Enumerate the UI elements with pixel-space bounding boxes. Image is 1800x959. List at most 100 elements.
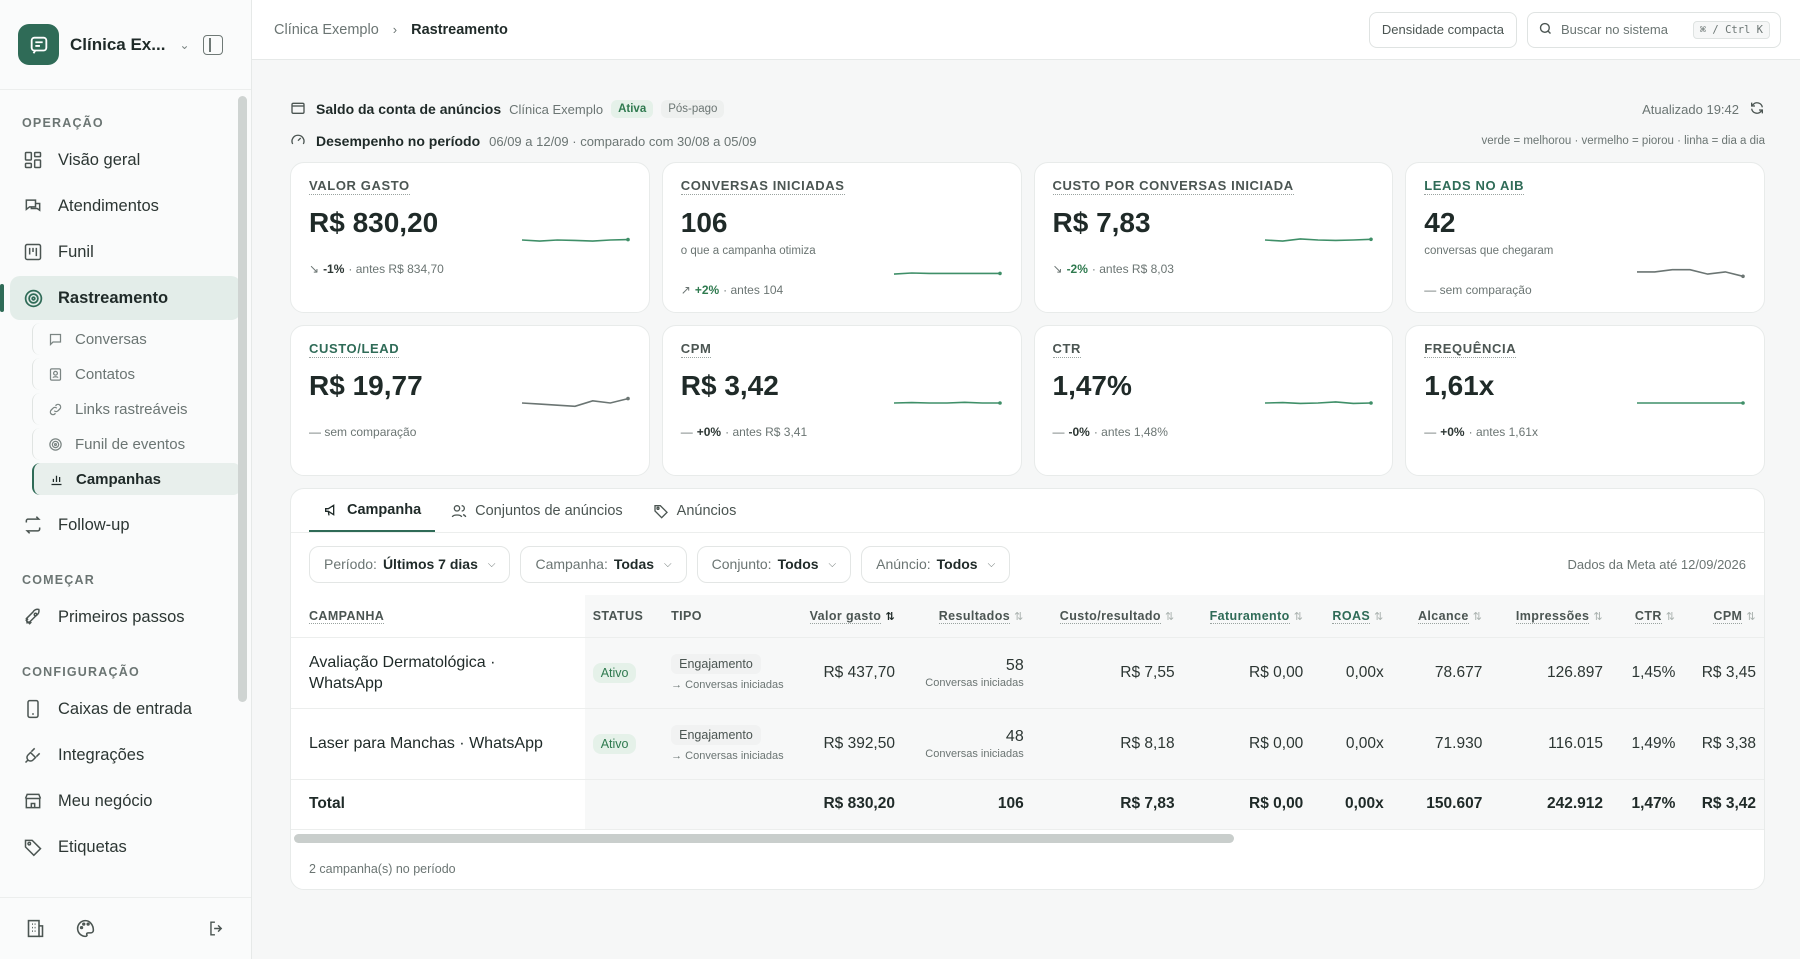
sidebar-item-integracoes[interactable]: Integrações <box>10 733 241 777</box>
col-roas[interactable]: ROAS ⇅ <box>1311 595 1392 638</box>
kpi-prev: sem comparação <box>1439 283 1532 297</box>
sort-icon: ⇅ <box>1472 610 1483 623</box>
sidebar-item-visao-geral[interactable]: Visão geral <box>10 138 241 182</box>
kpi-card-leads-aib[interactable]: LEADS NO AIB 42 conversas que chegaram —… <box>1405 162 1765 313</box>
sparkline-path <box>893 401 1000 404</box>
col-label: CAMPANHA <box>309 608 385 624</box>
kpi-grid: VALOR GASTO R$ 830,20 ↘ -1% · antes R$ 834… <box>290 162 1765 476</box>
chevron-down-icon[interactable]: ⌄ <box>179 37 190 52</box>
sort-icon: ⇅ <box>1164 610 1175 623</box>
col-ctr[interactable]: CTR ⇅ <box>1611 595 1684 638</box>
kpi-value: R$ 3,42 <box>680 370 779 401</box>
logout-icon[interactable] <box>205 918 227 940</box>
col-faturamento[interactable]: Faturamento ⇅ <box>1182 595 1312 638</box>
filter-campanha[interactable]: Campanha: Todas ⌵ <box>520 545 687 583</box>
building-icon[interactable] <box>24 918 46 940</box>
contact-card-icon <box>47 366 63 382</box>
dash-icon: — <box>1052 425 1065 439</box>
sidebar-sub-conversas[interactable]: Conversas <box>32 323 241 355</box>
table-horizontal-scrollbar[interactable] <box>294 834 1234 843</box>
sidebar-sub-funil-eventos[interactable]: Funil de eventos <box>32 428 241 460</box>
refresh-icon[interactable] <box>1749 100 1765 119</box>
sidebar-item-funil[interactable]: Funil <box>10 230 241 274</box>
cell-status: Ativo <box>584 637 664 709</box>
campaign-count: 2 campanha(s) no período <box>309 862 456 876</box>
kpi-card-custo-lead[interactable]: CUSTO/LEAD R$ 19,77 — sem comparação <box>290 325 650 476</box>
kpi-card-valor-gasto[interactable]: VALOR GASTO R$ 830,20 ↘ -1% · antes R$ 834… <box>290 162 650 313</box>
sidebar-item-etiquetas[interactable]: Etiquetas <box>10 825 241 869</box>
density-toggle-button[interactable]: Densidade compacta <box>1368 11 1517 48</box>
breadcrumb-root[interactable]: Clínica Exemplo <box>274 21 379 38</box>
status-badge: Ativo <box>592 733 637 754</box>
col-custo-resultado[interactable]: Custo/resultado ⇅ <box>1031 595 1183 638</box>
col-tipo[interactable]: TIPO <box>663 595 793 638</box>
kanban-icon <box>22 241 44 263</box>
filter-periodo[interactable]: Período: Últimos 7 dias ⌵ <box>309 545 511 583</box>
section-operacao: OPERAÇÃO <box>22 116 104 130</box>
cell-roas: 0,00x <box>1311 637 1392 709</box>
total-tipo <box>663 779 793 830</box>
col-campanha[interactable]: CAMPANHA <box>291 595 585 638</box>
table-row[interactable]: Avaliação Dermatológica · WhatsApp Ativo… <box>291 637 1764 709</box>
trend-down-icon: ↘ <box>1052 262 1063 276</box>
sidebar-sub-links[interactable]: Links rastreáveis <box>32 393 241 425</box>
col-cpm[interactable]: CPM ⇅ <box>1683 595 1764 638</box>
org-name[interactable]: Clínica Ex... <box>70 34 166 54</box>
col-status[interactable]: STATUS <box>584 595 664 638</box>
sidebar-scrollbar[interactable] <box>238 96 247 702</box>
sidebar-sub-campanhas[interactable]: Campanhas <box>32 463 241 495</box>
sidebar-item-rastreamento[interactable]: Rastreamento <box>0 276 241 320</box>
sidebar-item-meu-negocio[interactable]: Meu negócio <box>10 779 241 823</box>
chevron-right-icon: › <box>392 22 398 37</box>
kpi-card-ctr[interactable]: CTR 1,47% — -0% · antes 1,48% <box>1033 325 1394 476</box>
logo-icon[interactable] <box>18 24 59 65</box>
filter-conjunto[interactable]: Conjunto: Todos ⌵ <box>696 545 852 583</box>
table-row[interactable]: Laser para Manchas · WhatsApp Ativo Enga… <box>291 708 1764 780</box>
search-shortcut: ⌘ / Ctrl K <box>1692 20 1770 39</box>
filter-anuncio[interactable]: Anúncio: Todos ⌵ <box>861 545 1011 583</box>
sidebar-item-caixas[interactable]: Caixas de entrada <box>10 687 241 731</box>
search-box[interactable]: Buscar no sistema ⌘ / Ctrl K <box>1527 11 1781 48</box>
sidebar-item-atendimentos[interactable]: Atendimentos <box>10 184 241 228</box>
tag-icon <box>653 503 669 519</box>
sidebar-sub-label: Funil de eventos <box>75 435 186 453</box>
col-label: Alcance <box>1417 608 1469 624</box>
filter-label: Conjunto: <box>711 556 772 572</box>
total-custo-resultado: R$ 7,83 <box>1031 779 1183 830</box>
campaign-name[interactable]: Laser para Manchas · WhatsApp <box>309 735 543 752</box>
kpi-value: R$ 7,83 <box>1052 207 1151 238</box>
cell-roas: 0,00x <box>1311 708 1392 780</box>
sidebar-sub-label: Links rastreáveis <box>75 400 188 418</box>
sort-icon: ⇅ <box>1014 610 1024 623</box>
kpi-card-conversas-iniciadas[interactable]: CONVERSAS INICIADAS 106 o que a campanha… <box>661 162 1022 313</box>
kpi-card-frequencia[interactable]: FREQUÊNCIA 1,61x — +0% · antes 1,61x <box>1405 325 1765 476</box>
kpi-delta: — sem comparação <box>309 425 416 439</box>
palette-icon[interactable] <box>74 918 96 940</box>
tab-anuncios[interactable]: Anúncios <box>639 489 751 532</box>
kpi-card-custo-conversa[interactable]: CUSTO POR CONVERSAS INICIADA R$ 7,83 ↘ -2… <box>1033 162 1394 313</box>
search-placeholder: Buscar no sistema <box>1561 22 1668 37</box>
dash-icon: — <box>1424 425 1437 439</box>
col-alcance[interactable]: Alcance ⇅ <box>1391 595 1491 638</box>
cell-valor-gasto: R$ 392,50 <box>792 708 903 780</box>
col-label: Custo/resultado <box>1059 608 1161 624</box>
sidebar-sub-contatos[interactable]: Contatos <box>32 358 241 390</box>
tab-campanha[interactable]: Campanha <box>309 489 436 532</box>
cell-cpm: R$ 3,45 <box>1683 637 1764 709</box>
sidebar-item-label: Primeiros passos <box>58 607 185 626</box>
kpi-label: CPM <box>680 341 712 358</box>
col-resultados[interactable]: Resultados ⇅ <box>902 595 1032 638</box>
col-valor-gasto[interactable]: Valor gasto ⇅ <box>792 595 903 638</box>
campaign-name[interactable]: Avaliação Dermatológica · WhatsApp <box>309 653 496 692</box>
content: Saldo da conta de anúncios Clínica Exemp… <box>252 94 1800 890</box>
sidebar-item-follow-up[interactable]: Follow-up <box>10 503 241 547</box>
kpi-delta: — +0% · antes R$ 3,41 <box>681 425 807 439</box>
breadcrumb-current: Rastreamento <box>411 21 508 38</box>
kpi-card-cpm[interactable]: CPM R$ 3,42 — +0% · antes R$ 3,41 <box>661 325 1022 476</box>
col-impressoes[interactable]: Impressões ⇅ <box>1490 595 1612 638</box>
sidebar-item-primeiros-passos[interactable]: Primeiros passos <box>10 595 241 639</box>
tab-conjuntos[interactable]: Conjuntos de anúncios <box>437 489 637 532</box>
total-alcance: 150.607 <box>1391 779 1491 830</box>
megaphone-icon <box>323 502 339 518</box>
collapse-sidebar-icon[interactable] <box>203 34 223 55</box>
